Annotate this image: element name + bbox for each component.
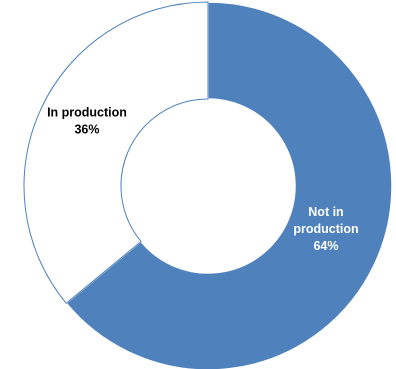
slice-label-in-production: In production 36% [47,106,127,137]
slice-not-in-production [65,1,393,369]
slice-label-not-in-production: Not in production 64% [293,205,358,253]
slice-in-production [23,1,209,304]
donut-slices [23,1,393,369]
donut-labels: Not in production 64% In production 36% [47,106,359,254]
